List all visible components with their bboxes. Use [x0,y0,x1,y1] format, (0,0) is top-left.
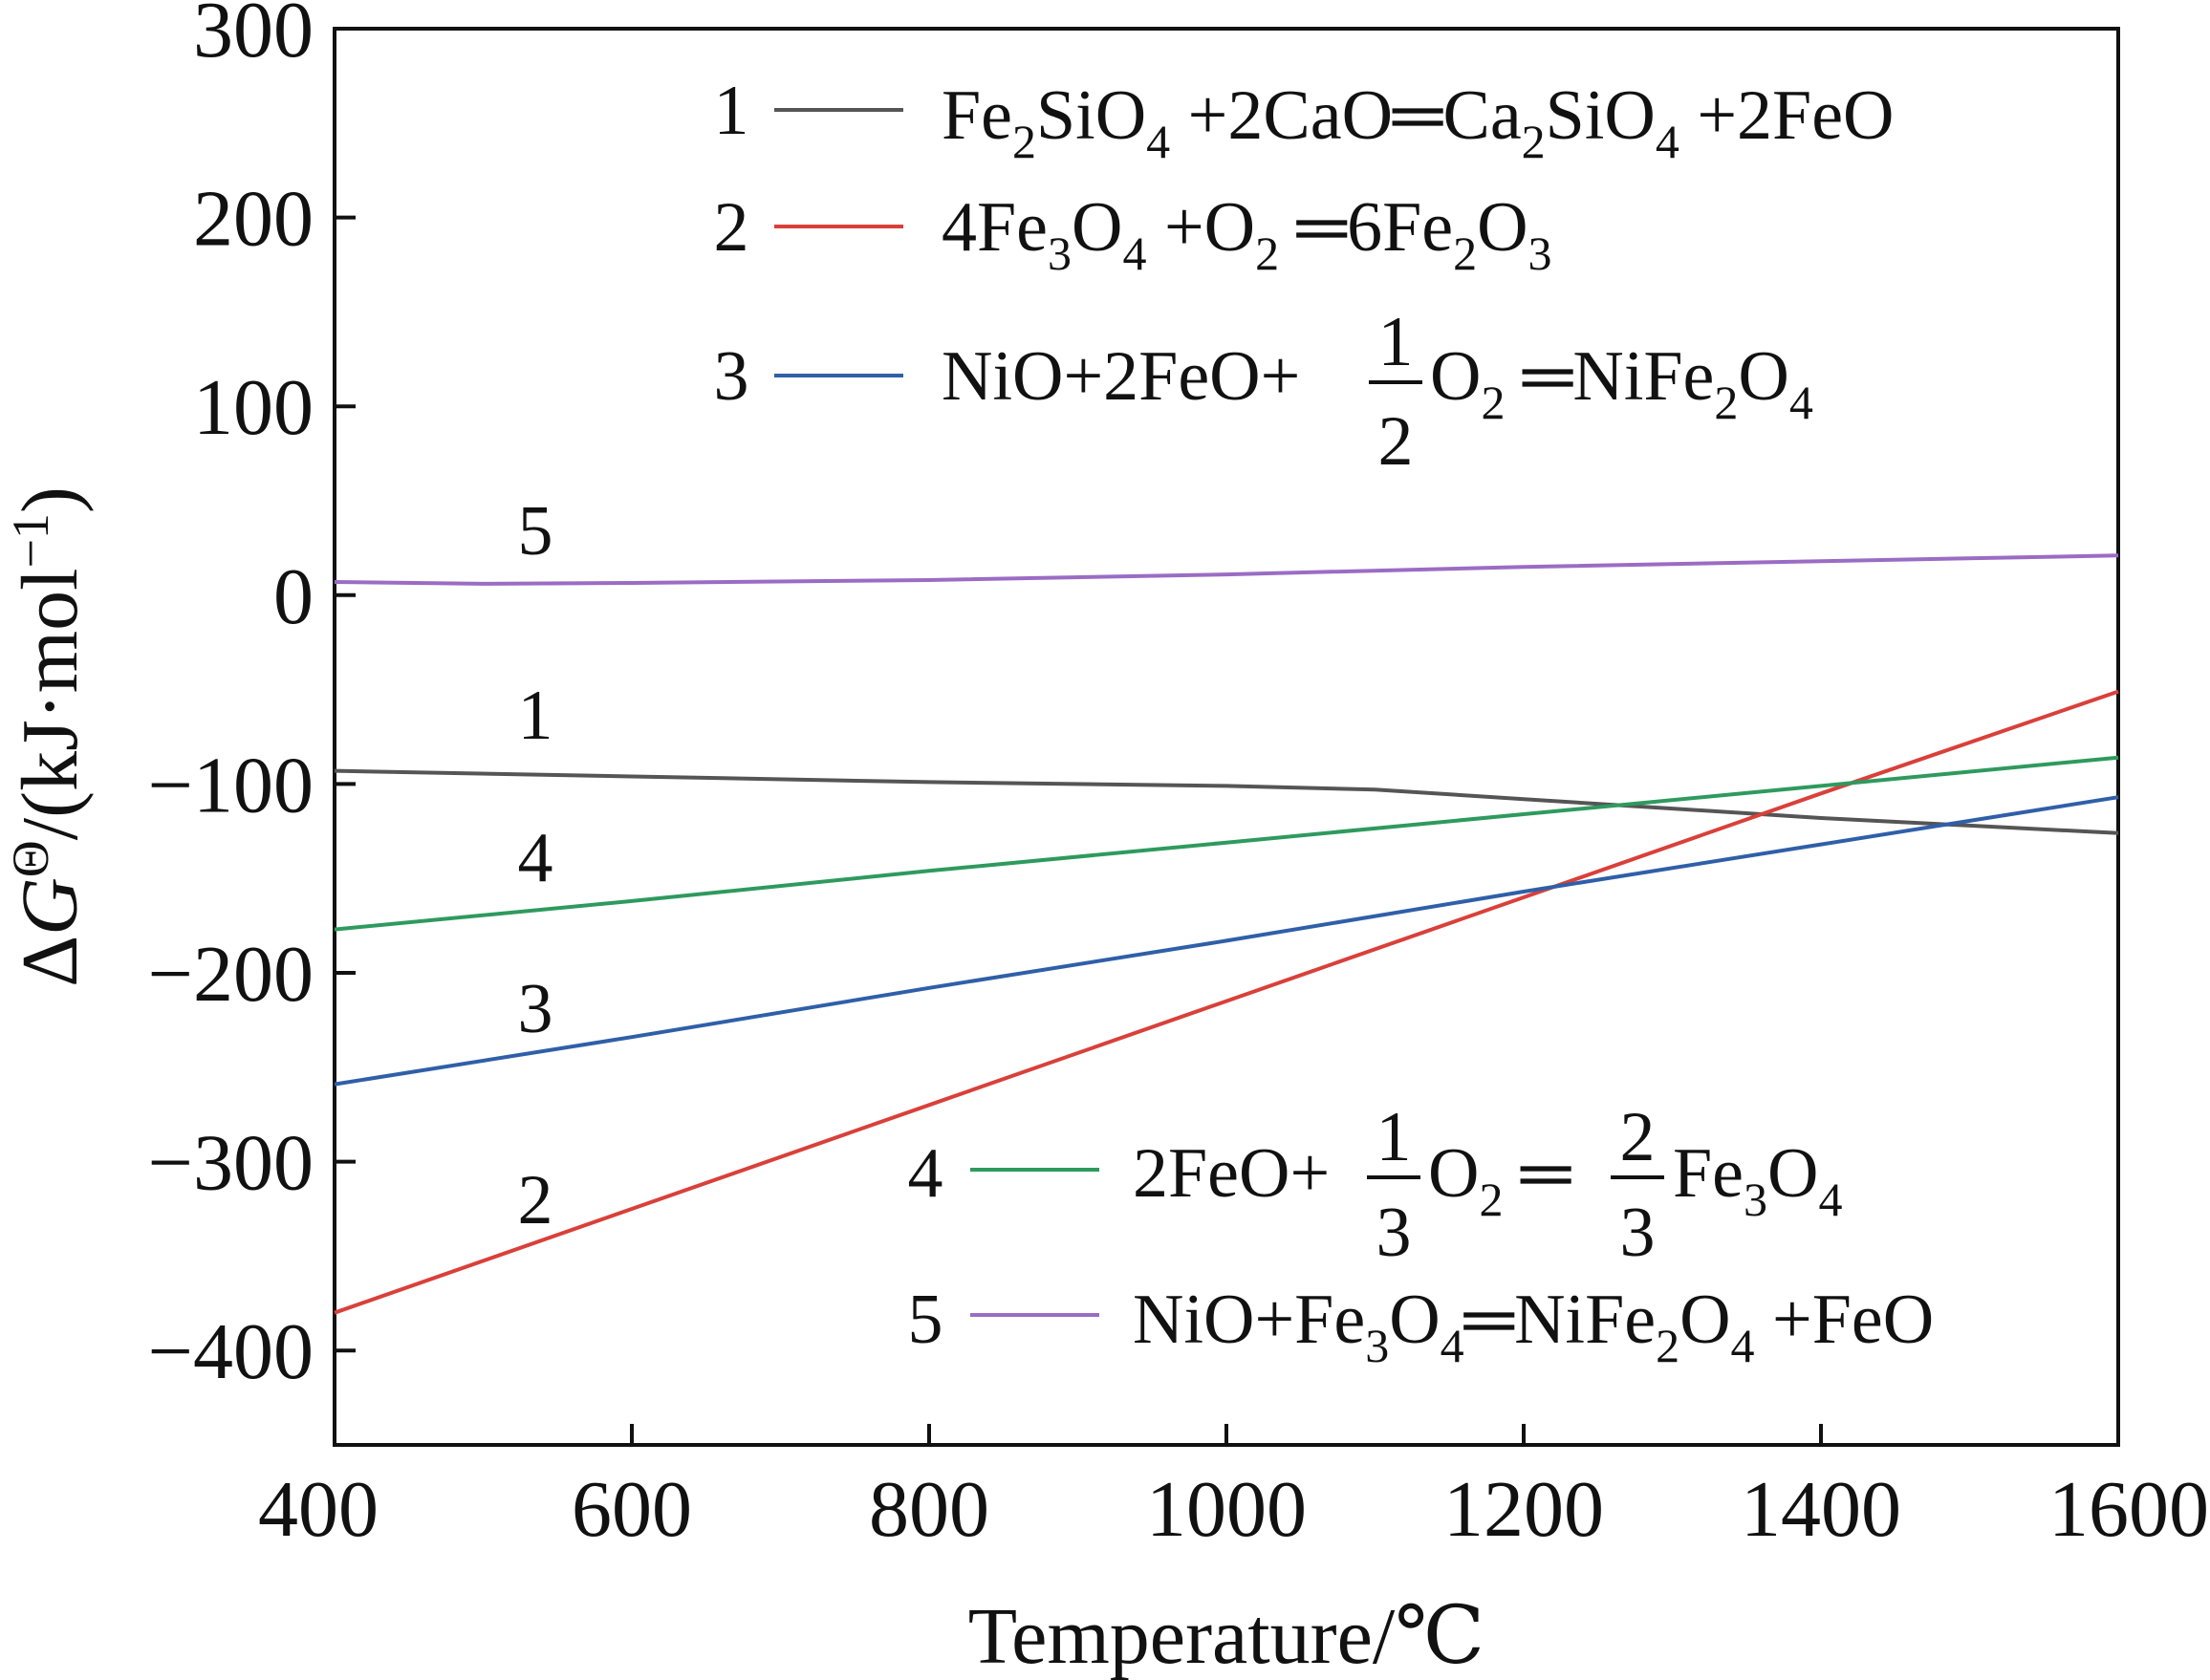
axis-ticks [333,27,2120,1445]
y-axis-title: ΔGΘ/(kJ·mol−1) [2,486,95,987]
x-tick-label-6: 1600 [2048,1465,2209,1554]
legend-entry-4: 4 2FeO+ 1 3 O2 ═ 2 3 Fe3O4 [908,1098,1843,1272]
legend-equation-4-part2: O2 ═ [1428,1134,1589,1226]
x-axis-title: Temperature/℃ [968,1592,1485,1680]
legend-equation-4-part3: Fe3O4 [1673,1134,1842,1226]
x-tick-label-1: 600 [572,1465,692,1554]
x-tick-labels: 400 600 800 1000 1200 1400 1600 [258,1465,2209,1554]
legend-number-1: 1 [714,72,749,150]
y-tick-label-2: 100 [193,363,314,452]
series-line-5 [334,553,2119,586]
curve-label-2: 2 [518,1161,553,1239]
y-tick-label-6: −300 [148,1119,314,1208]
legend-top: 1 Fe2SiO4 +2CaO═Ca2SiO4 +2FeO 2 4Fe3O4 +… [714,72,1895,481]
series-lines [334,553,2119,1315]
x-tick-label-0: 400 [258,1465,379,1554]
x-tick-label-3: 1000 [1146,1465,1307,1554]
y-tick-labels: 300 200 100 0 −100 −200 −300 −400 [148,0,314,1396]
legend-entry-3: 3 NiO+2FeO+ 1 2 O2 ═NiFe2O4 [714,303,1813,481]
y-tick-label-1: 200 [193,175,314,264]
legend-number-4: 4 [908,1134,943,1213]
legend-entry-5: 5 NiO+Fe3O4═NiFe2O4 +FeO [908,1281,1935,1372]
legend-equation-4-frac1-num: 1 [1376,1098,1412,1176]
legend-number-5: 5 [908,1281,943,1359]
y-tick-label-3: 0 [273,552,314,641]
legend-equation-3-frac-num: 1 [1378,303,1414,381]
legend-equation-4-part1: 2FeO+ [1133,1134,1330,1213]
legend-bottom: 4 2FeO+ 1 3 O2 ═ 2 3 Fe3O4 5 NiO+Fe3O4═N… [908,1098,1935,1372]
legend-equation-4-frac2-den: 3 [1620,1194,1656,1272]
legend-equation-4-frac2-num: 2 [1620,1098,1656,1176]
legend-equation-2: 4Fe3O4 +O2 ═6Fe2O3 [942,188,1552,280]
legend-entry-2: 2 4Fe3O4 +O2 ═6Fe2O3 [714,188,1552,280]
legend-equation-1: Fe2SiO4 +2CaO═Ca2SiO4 +2FeO [942,76,1895,168]
legend-equation-3-part2: O2 ═NiFe2O4 [1430,337,1813,429]
x-tick-label-4: 1200 [1443,1465,1604,1554]
series-line-2 [334,689,2119,1315]
y-tick-label-4: −100 [148,741,314,829]
series-line-1 [334,768,2119,835]
legend-entry-1: 1 Fe2SiO4 +2CaO═Ca2SiO4 +2FeO [714,72,1895,168]
y-tick-label-5: −200 [148,930,314,1019]
y-tick-label-7: −400 [148,1307,314,1396]
curve-label-3: 3 [518,970,553,1048]
legend-equation-4-frac1-den: 3 [1376,1194,1412,1272]
legend-equation-5: NiO+Fe3O4═NiFe2O4 +FeO [1133,1281,1934,1372]
legend-equation-3-part1: NiO+2FeO+ [942,337,1300,416]
legend-equation-3-frac-den: 2 [1378,402,1414,481]
series-line-3 [334,795,2119,1087]
x-tick-label-5: 1400 [1741,1465,1901,1554]
curve-label-4: 4 [518,819,553,897]
x-tick-label-2: 800 [869,1465,989,1554]
legend-number-2: 2 [714,188,749,267]
series-line-4 [334,755,2119,932]
y-tick-label-0: 300 [193,0,314,75]
curve-label-1: 1 [518,677,553,755]
curve-label-5: 5 [518,492,553,571]
legend-number-3: 3 [714,337,749,416]
